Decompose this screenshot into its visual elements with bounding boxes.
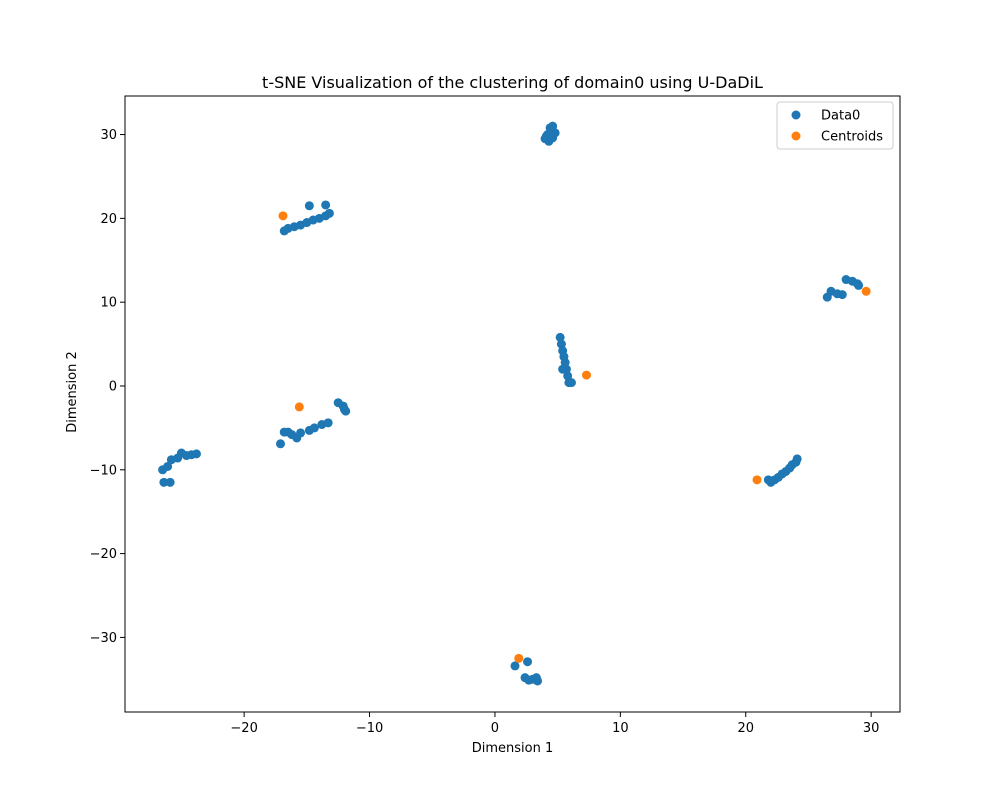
y-tick-label: 10 [100,296,117,311]
centroid-point [294,402,304,412]
x-tick-label: 20 [737,721,754,736]
series-data0 [158,121,864,686]
data-point [276,439,285,449]
y-tick-label: −10 [90,463,117,478]
plot-frame [124,95,901,713]
data-point [558,364,568,374]
centroid-point [581,370,591,380]
centroid-point [278,211,288,221]
data-point [523,657,533,667]
y-axis-label: Dimension 2 [65,351,80,433]
data-point [545,123,555,133]
chart-title: t-SNE Visualization of the clustering of… [262,73,763,92]
data-point [555,332,565,342]
centroid-point [752,475,762,485]
data-point [296,428,306,438]
x-tick-label: 30 [863,721,880,736]
data-point [304,201,314,211]
data-point [309,423,319,433]
legend-label-centroids: Centroids [821,130,883,145]
legend: Data0 Centroids [776,101,894,150]
data-point [548,133,558,143]
x-tick-label: 0 [491,721,499,736]
x-axis-label: Dimension 1 [472,741,554,756]
data-point [165,477,175,487]
data-point [566,378,576,388]
data-point [510,661,520,671]
y-tick-label: −20 [90,547,117,562]
data-point [321,200,331,210]
x-tick-label: −10 [356,721,383,736]
data-point [837,290,847,300]
x-tick-label: 10 [612,721,629,736]
data-point [854,280,864,290]
data-point [563,371,573,381]
data-point [533,676,543,686]
y-tick-label: 0 [109,379,117,394]
data-point [324,208,334,218]
y-tick-label: −30 [90,631,117,646]
data-point [323,418,333,428]
data-point [556,339,566,349]
centroid-point [514,653,524,663]
data-point [341,406,351,416]
series-centroids [278,211,871,663]
y-tick-label: 30 [100,128,117,143]
plot-area: −20 −10 0 10 20 30 −30 −20 −10 0 10 20 30 Data0 Centro… [90,95,901,736]
x-tick-label: −20 [230,721,257,736]
y-tick-label: 20 [100,212,117,227]
legend-box [776,101,894,150]
data-point [163,461,173,471]
legend-marker-centroids [791,131,801,141]
centroid-point [861,286,871,296]
data-point [792,454,802,464]
data-point [159,477,169,487]
legend-label-data0: Data0 [821,109,860,124]
data-point [191,449,201,459]
legend-marker-data0 [791,110,801,120]
